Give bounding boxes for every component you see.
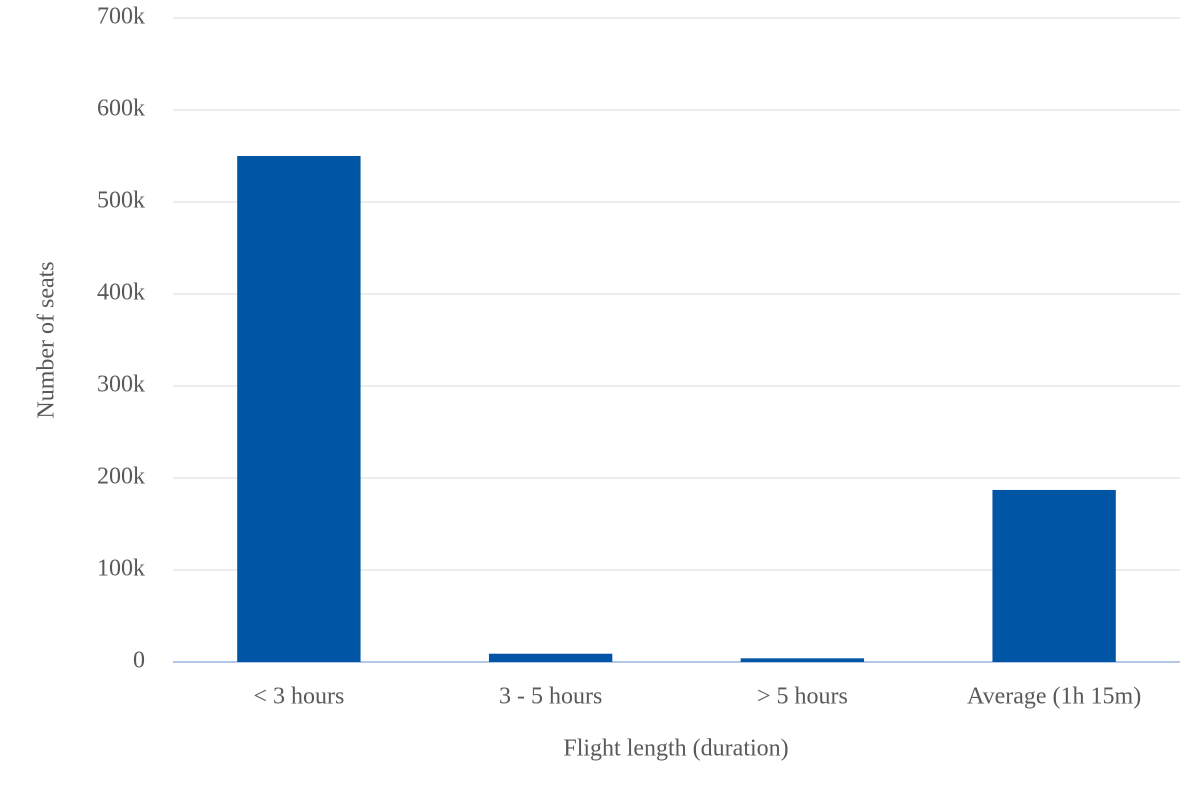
x-tick-label: > 5 hours [757, 684, 848, 710]
y-tick-label: 100k [97, 556, 145, 582]
y-axis-label: Number of seats [34, 261, 60, 418]
y-tick-label: 400k [97, 280, 145, 306]
bar [237, 156, 361, 662]
x-tick-label: Average (1h 15m) [967, 684, 1141, 710]
x-axis-label: Flight length (duration) [563, 736, 788, 762]
y-tick-label: 700k [97, 4, 145, 30]
y-tick-label: 300k [97, 372, 145, 398]
x-tick-label: 3 - 5 hours [499, 684, 602, 710]
y-tick-label: 600k [97, 96, 145, 122]
y-tick-label: 500k [97, 188, 145, 214]
y-tick-label: 0 [133, 648, 145, 674]
y-tick-label: 200k [97, 464, 145, 490]
bar [992, 489, 1116, 662]
bar [740, 658, 865, 662]
x-tick-label: < 3 hours [253, 684, 344, 710]
bar [488, 653, 613, 662]
